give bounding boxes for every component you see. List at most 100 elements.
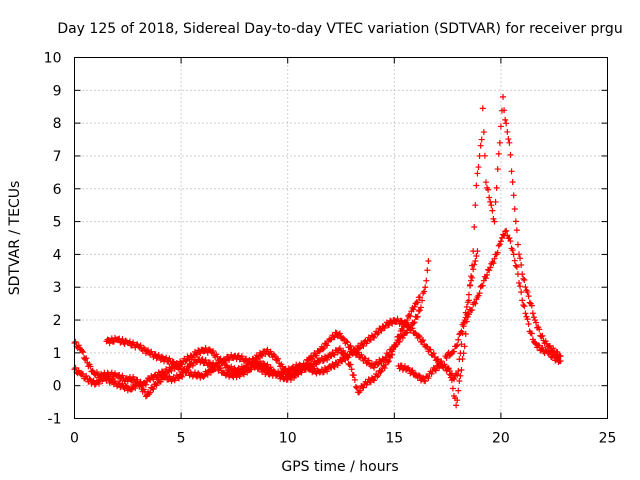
data-point-marker (414, 299, 421, 306)
data-point-marker (157, 378, 164, 385)
data-point-marker (114, 383, 121, 390)
data-point-marker (320, 345, 327, 351)
data-point-marker (424, 267, 431, 274)
data-point-marker (518, 289, 525, 296)
data-point-marker (260, 360, 267, 367)
data-point-marker (455, 367, 462, 374)
data-point-marker (294, 370, 301, 377)
data-point-marker (546, 349, 553, 356)
data-point-marker (258, 351, 265, 358)
data-point-marker (503, 120, 510, 127)
data-point-marker (248, 366, 255, 373)
data-point-marker (374, 331, 381, 338)
data-point-marker (324, 368, 331, 375)
data-point-marker (173, 360, 180, 367)
data-point-marker (458, 328, 465, 335)
data-point-marker (435, 356, 442, 363)
data-point-marker (199, 356, 206, 363)
data-point-marker (536, 342, 543, 349)
data-point-marker (244, 369, 251, 376)
data-point-marker (477, 142, 484, 149)
data-point-marker (427, 346, 434, 353)
data-point-marker (362, 355, 369, 362)
series-trace-b (103, 248, 481, 383)
data-point-marker (367, 336, 374, 343)
data-point-marker (545, 343, 552, 350)
y-tick-label: 9 (53, 83, 62, 99)
data-point-marker (295, 371, 302, 378)
data-point-marker (409, 367, 416, 374)
data-point-marker (313, 361, 320, 368)
x-tick-label: 20 (492, 431, 510, 447)
data-point-marker (348, 349, 355, 356)
data-point-marker (525, 320, 532, 327)
data-point-marker (173, 372, 180, 379)
data-point-marker (360, 343, 367, 350)
data-point-marker (119, 336, 126, 343)
data-point-marker (500, 93, 507, 100)
data-point-marker (264, 346, 271, 353)
data-point-marker (509, 179, 516, 186)
data-point-marker (516, 251, 523, 258)
data-point-marker (349, 350, 356, 357)
data-point-marker (142, 381, 149, 388)
data-point-marker (445, 365, 452, 372)
data-point-marker (287, 368, 294, 375)
data-point-marker (517, 255, 524, 262)
data-point-marker (518, 262, 525, 269)
data-point-marker (508, 168, 515, 175)
data-point-marker (116, 371, 123, 378)
data-point-marker (356, 345, 363, 352)
data-point-marker (416, 373, 423, 380)
data-point-marker (86, 375, 93, 382)
data-point-marker (377, 368, 384, 375)
chart-title: Day 125 of 2018, Sidereal Day-to-day VTE… (57, 21, 622, 37)
data-point-marker (470, 266, 477, 273)
data-point-marker (82, 356, 89, 363)
data-point-marker (482, 275, 489, 282)
data-point-marker (539, 344, 546, 351)
data-point-marker (200, 373, 207, 380)
data-point-marker (412, 371, 419, 378)
data-point-marker (385, 358, 392, 365)
data-point-marker (500, 231, 507, 238)
data-point-marker (448, 377, 455, 384)
data-point-marker (152, 351, 159, 358)
data-point-marker (497, 238, 504, 245)
data-point-marker (331, 334, 338, 341)
data-point-marker (509, 247, 516, 254)
data-point-marker (419, 338, 426, 345)
data-point-marker (487, 198, 494, 205)
data-point-marker (332, 329, 339, 336)
data-point-marker (360, 384, 367, 391)
data-point-marker (449, 385, 456, 392)
data-point-marker (336, 330, 343, 337)
data-point-marker (375, 372, 382, 379)
data-point-marker (357, 387, 364, 394)
y-axis-label: SDTVAR / TECUs (7, 181, 23, 296)
data-point-marker (108, 369, 115, 376)
data-point-marker (493, 184, 500, 191)
data-point-marker (456, 378, 463, 385)
data-point-marker (411, 303, 418, 310)
data-point-marker (557, 358, 564, 365)
data-point-marker (522, 310, 529, 317)
data-point-marker (210, 359, 217, 366)
data-point-marker (514, 271, 521, 278)
data-point-marker (335, 331, 342, 338)
data-point-marker (481, 152, 488, 159)
data-point-marker (275, 355, 282, 362)
y-tick-label: 6 (53, 182, 62, 198)
y-tick-label: 10 (44, 51, 62, 67)
data-point-marker (512, 262, 519, 269)
data-point-marker (470, 248, 477, 255)
data-point-marker (403, 320, 410, 327)
data-point-marker (475, 164, 482, 171)
data-point-marker (546, 342, 553, 349)
data-point-marker (419, 297, 426, 304)
data-point-marker (399, 334, 406, 341)
data-point-marker (339, 358, 346, 365)
data-point-marker (389, 351, 396, 358)
data-point-marker (524, 316, 531, 323)
